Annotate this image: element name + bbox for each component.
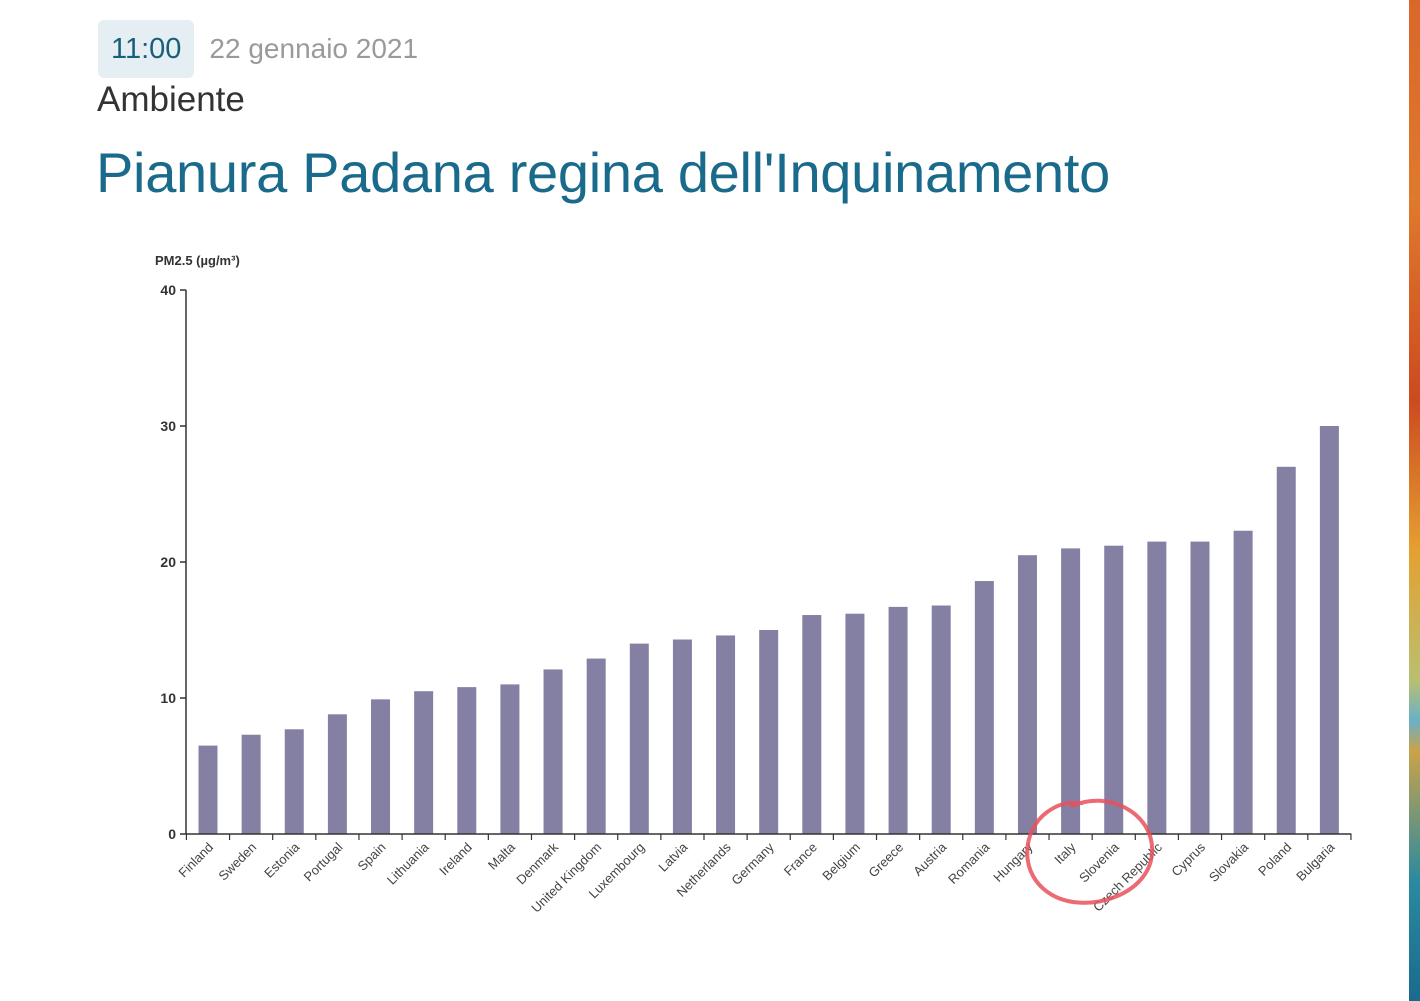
- category-link[interactable]: Ambiente: [97, 80, 245, 119]
- x-tick-label: Bulgaria: [1293, 839, 1338, 884]
- side-image-strip: [1409, 0, 1420, 1001]
- bar-latvia: [672, 639, 692, 834]
- bar-malta: [500, 684, 520, 834]
- x-tick-label: Romania: [945, 839, 993, 887]
- bar-slovenia: [1104, 545, 1124, 834]
- bar-hungary: [1017, 555, 1037, 834]
- x-tick-label: Ireland: [436, 840, 475, 879]
- x-tick-label: Slovakia: [1206, 839, 1252, 885]
- bar-austria: [931, 605, 951, 834]
- bar-belgium: [845, 613, 865, 834]
- bar-france: [802, 615, 822, 834]
- bar-estonia: [284, 729, 304, 834]
- time-badge: 11:00: [98, 20, 195, 78]
- x-tick-label: Poland: [1255, 840, 1294, 879]
- y-axis-label: PM2.5 (µg/m³): [155, 253, 240, 268]
- y-tick-label: 40: [160, 282, 176, 298]
- publish-date: 22 gennaio 2021: [209, 33, 419, 64]
- x-tick-label: Belgium: [819, 840, 863, 884]
- bar-slovakia: [1233, 530, 1253, 834]
- bar-bulgaria: [1319, 426, 1339, 834]
- bar-united-kingdom: [586, 658, 606, 834]
- x-tick-label: Germany: [728, 839, 777, 888]
- bar-portugal: [327, 714, 347, 834]
- y-tick-label: 20: [160, 554, 176, 570]
- x-tick-label: Cyprus: [1168, 839, 1208, 879]
- meta-row: 11:00 22 gennaio 2021: [98, 20, 418, 78]
- bar-finland: [198, 745, 218, 834]
- bar-greece: [888, 606, 908, 834]
- x-tick-label: Finland: [175, 840, 216, 881]
- bar-denmark: [543, 669, 563, 834]
- x-tick-label: Malta: [485, 839, 519, 873]
- x-tick-label: Estonia: [261, 839, 303, 881]
- bar-italy: [1061, 548, 1081, 834]
- y-tick-label: 30: [160, 418, 176, 434]
- bar-luxembourg: [629, 643, 649, 834]
- bar-germany: [759, 630, 779, 834]
- highlight-circle: [1025, 798, 1155, 905]
- x-tick-label: Italy: [1051, 839, 1079, 867]
- x-tick-label: Greece: [865, 840, 906, 881]
- x-tick-label: Portugal: [301, 839, 346, 884]
- bar-netherlands: [716, 635, 736, 834]
- bar-poland: [1276, 466, 1296, 834]
- x-tick-label: Sweden: [215, 840, 259, 884]
- x-tick-label: France: [781, 840, 820, 879]
- bar-czech-republic: [1147, 541, 1167, 834]
- x-tick-label: Spain: [355, 840, 389, 874]
- article-title: Pianura Padana regina dell'Inquinamento: [96, 141, 1110, 204]
- y-tick-label: 0: [168, 826, 176, 842]
- x-tick-label: Lithuania: [384, 839, 432, 887]
- bar-cyprus: [1190, 541, 1210, 834]
- bar-ireland: [457, 687, 477, 834]
- bar-romania: [974, 581, 994, 834]
- bar-sweden: [241, 734, 261, 834]
- x-tick-label: Latvia: [655, 839, 691, 875]
- bar-spain: [371, 699, 391, 834]
- y-tick-label: 10: [160, 690, 176, 706]
- x-tick-label: Austria: [910, 839, 950, 879]
- bar-lithuania: [414, 691, 434, 834]
